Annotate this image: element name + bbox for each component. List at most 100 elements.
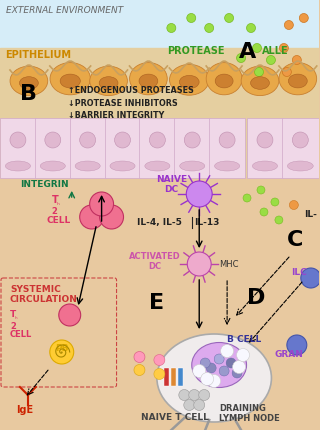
Text: NAIVE T CELL: NAIVE T CELL: [141, 413, 209, 422]
Circle shape: [292, 132, 308, 148]
Circle shape: [284, 21, 293, 30]
Text: ₕ: ₕ: [57, 200, 60, 206]
Circle shape: [257, 186, 265, 194]
Text: IL-4, IL-5: IL-4, IL-5: [138, 218, 182, 227]
Text: ₕ: ₕ: [15, 315, 18, 320]
Bar: [105, 118, 140, 178]
Text: PROTEASE: PROTEASE: [167, 46, 225, 56]
Circle shape: [184, 132, 200, 148]
Circle shape: [220, 344, 234, 357]
Circle shape: [219, 132, 235, 148]
Bar: [140, 118, 175, 178]
Circle shape: [184, 399, 195, 411]
Bar: [0, 48, 319, 178]
Text: ACTIVATED
DC: ACTIVATED DC: [129, 252, 180, 271]
Circle shape: [90, 192, 114, 216]
Circle shape: [246, 24, 255, 33]
Text: A: A: [239, 42, 256, 62]
Text: NAIVE
DC: NAIVE DC: [156, 175, 187, 194]
Ellipse shape: [214, 161, 240, 171]
Circle shape: [50, 340, 74, 364]
Text: IL-13: IL-13: [194, 218, 220, 227]
Bar: [171, 368, 176, 386]
Text: T: T: [52, 195, 59, 205]
Circle shape: [232, 368, 242, 378]
Ellipse shape: [90, 66, 127, 95]
Ellipse shape: [241, 66, 279, 95]
Circle shape: [225, 13, 234, 22]
Text: B CELL: B CELL: [227, 335, 261, 344]
Circle shape: [201, 372, 214, 386]
Circle shape: [134, 365, 145, 375]
Circle shape: [187, 13, 196, 22]
Circle shape: [45, 132, 61, 148]
Ellipse shape: [206, 63, 242, 95]
Circle shape: [254, 68, 263, 77]
Bar: [247, 118, 283, 178]
Circle shape: [279, 43, 288, 52]
Circle shape: [271, 198, 279, 206]
Circle shape: [257, 132, 273, 148]
Bar: [35, 118, 71, 178]
Text: SYSTEMIC
CIRCULATION: SYSTEMIC CIRCULATION: [10, 285, 78, 304]
Text: ↑ENDOGENOUS PROTEASES
↓PROTEASE INHIBITORS
↓BARRIER INTEGRITY: ↑ENDOGENOUS PROTEASES ↓PROTEASE INHIBITO…: [68, 86, 194, 120]
Bar: [0, 178, 319, 430]
Circle shape: [236, 53, 245, 62]
Text: EPITHELIUM: EPITHELIUM: [5, 50, 71, 60]
Ellipse shape: [99, 77, 118, 89]
Bar: [0, 0, 319, 48]
Text: INTEGRIN: INTEGRIN: [20, 180, 68, 189]
Ellipse shape: [50, 63, 90, 95]
Circle shape: [301, 268, 320, 288]
Ellipse shape: [40, 161, 65, 171]
Text: CELL: CELL: [47, 216, 71, 225]
Text: 2: 2: [52, 207, 58, 216]
Circle shape: [189, 390, 200, 400]
Circle shape: [252, 43, 261, 52]
Text: IgE: IgE: [16, 405, 33, 415]
Bar: [282, 118, 319, 178]
Ellipse shape: [287, 161, 313, 171]
Circle shape: [233, 360, 245, 374]
Ellipse shape: [252, 161, 277, 171]
Circle shape: [226, 358, 236, 368]
Circle shape: [193, 365, 206, 378]
Text: C: C: [287, 230, 303, 250]
Ellipse shape: [145, 161, 170, 171]
Circle shape: [186, 181, 212, 207]
Text: EXTERNAL ENVIRONMENT: EXTERNAL ENVIRONMENT: [6, 6, 123, 15]
Circle shape: [236, 348, 250, 362]
Circle shape: [154, 354, 165, 366]
Circle shape: [289, 200, 298, 209]
Circle shape: [275, 216, 283, 224]
Ellipse shape: [170, 64, 209, 95]
Ellipse shape: [215, 74, 233, 88]
Text: D: D: [247, 288, 265, 308]
Circle shape: [287, 335, 307, 355]
Circle shape: [10, 132, 26, 148]
Bar: [178, 368, 183, 386]
Circle shape: [167, 24, 176, 33]
Text: IL-: IL-: [304, 210, 317, 219]
Ellipse shape: [279, 63, 317, 95]
Bar: [164, 368, 169, 386]
Circle shape: [115, 132, 131, 148]
Circle shape: [187, 252, 211, 276]
Text: ALLE: ALLE: [262, 46, 289, 56]
Ellipse shape: [192, 343, 246, 387]
Circle shape: [260, 208, 268, 216]
Ellipse shape: [288, 74, 307, 88]
Text: DRAINING
LYMPH NODE: DRAINING LYMPH NODE: [219, 404, 280, 424]
Circle shape: [206, 363, 216, 373]
Bar: [174, 118, 210, 178]
Circle shape: [243, 194, 251, 202]
Text: ILC: ILC: [291, 268, 307, 277]
Ellipse shape: [157, 334, 271, 422]
Circle shape: [219, 366, 229, 376]
Ellipse shape: [20, 77, 38, 89]
Circle shape: [199, 390, 210, 400]
Text: PB: PB: [55, 344, 68, 353]
Ellipse shape: [139, 74, 158, 88]
Ellipse shape: [5, 161, 30, 171]
Circle shape: [80, 132, 96, 148]
